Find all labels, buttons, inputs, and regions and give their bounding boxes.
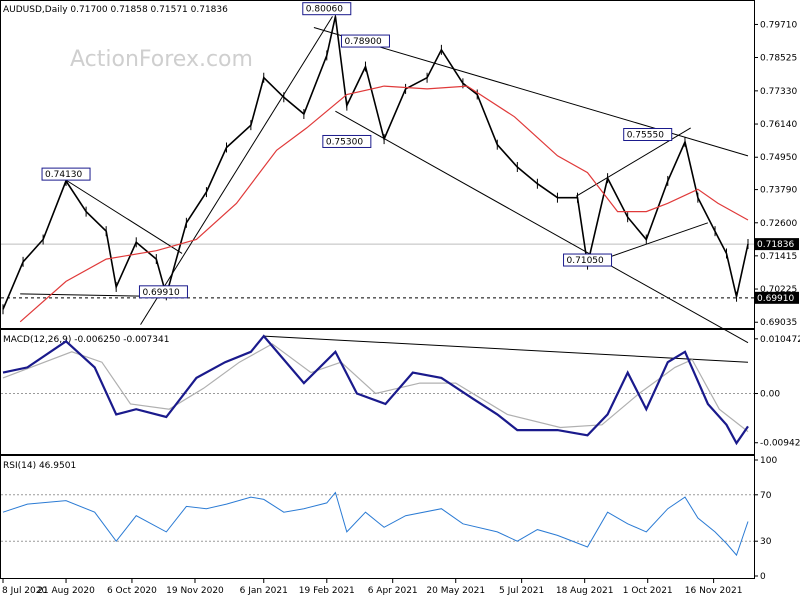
rsi-line (2, 491, 749, 557)
price-annotation-label: 0.74130 (45, 170, 82, 180)
rsi-y-tick-label: 70 (760, 491, 772, 501)
rsi-panel: RSI(14) 46.9501 100 70 30 0 (1, 456, 777, 582)
macd-signal-line (2, 343, 749, 433)
rsi-header: RSI(14) 46.9501 (3, 461, 76, 471)
price-annotation-label: 0.71050 (567, 256, 604, 266)
watermark-group: ActionForex.com (70, 47, 253, 72)
x-tick-label: 21 Aug 2020 (37, 586, 95, 596)
price-annotation: 0.71050 (563, 253, 613, 267)
main-trendline (335, 110, 749, 344)
price-annotation-box (138, 285, 188, 299)
main-y-tick-label: 0.74950 (760, 153, 797, 163)
main-panel: AUDUSD,Daily 0.71700 0.71858 0.71571 0.7… (1, 2, 799, 344)
price-annotation: 0.80060 (302, 2, 352, 16)
price-annotation-label: 0.78900 (344, 37, 381, 47)
price-annotation: 0.78900 (340, 34, 390, 48)
rsi-y-tick-label: 30 (760, 537, 772, 547)
price-annotation-box (41, 167, 91, 181)
x-tick-label: 5 Jul 2021 (499, 586, 544, 596)
price-annotation-label: 0.75550 (627, 131, 664, 141)
macd-panel-frame (0, 329, 755, 455)
main-y-tick-label: 0.77330 (760, 87, 797, 97)
support-tag: 0.69910 (755, 291, 799, 304)
rsi-panel-frame (0, 455, 755, 579)
price-annotation-box (322, 134, 372, 148)
price-annotation: 0.74130 (41, 167, 91, 181)
macd-y-tick-label: 0.00 (760, 390, 780, 400)
main-y-tick-label: 0.71415 (760, 252, 797, 262)
x-tick-label: 6 Jan 2021 (240, 586, 288, 596)
price-annotation-box (340, 34, 390, 48)
main-y-tick-label: 0.70225 (760, 285, 797, 295)
price-annotation-box (563, 253, 613, 267)
macd-trendline (263, 335, 749, 363)
x-tick-label: 18 Aug 2021 (556, 586, 614, 596)
price-annotation: 0.75550 (623, 128, 673, 141)
x-tick-label: 16 Nov 2021 (685, 586, 743, 596)
price-annotation: 0.75300 (322, 134, 372, 148)
main-y-tick-label: 0.69035 (760, 318, 797, 328)
price-annotation-label: 0.75300 (326, 137, 363, 147)
main-y-tick-label: 0.73790 (760, 186, 797, 196)
x-tick-label: 19 Nov 2020 (166, 586, 224, 596)
price-annotation-box (623, 128, 673, 141)
main-header: AUDUSD,Daily 0.71700 0.71858 0.71571 0.7… (3, 5, 228, 15)
support-tag-bg (755, 291, 799, 304)
last-price-tag: 0.71836 (755, 238, 799, 251)
x-tick-label: 8 Jul 2020 (2, 586, 47, 596)
watermark: ActionForex.com (70, 47, 253, 72)
macd-y-tick-label: 0.010472 (760, 335, 800, 345)
x-tick-label: 20 May 2021 (426, 586, 485, 596)
main-y-tick-label: 0.78525 (760, 54, 797, 64)
x-tick-label: 6 Apr 2021 (368, 586, 418, 596)
main-trendline (65, 179, 183, 254)
price-annotation-label: 0.69910 (142, 288, 179, 298)
moving-average-line (19, 85, 749, 323)
last-price-label: 0.71836 (757, 240, 794, 250)
macd-header: MACD(12,26,9) -0.006250 -0.007341 (3, 335, 169, 345)
price-annotation-label: 0.80060 (306, 5, 343, 15)
main-y-tick-label: 0.72600 (760, 219, 797, 229)
macd-main-line (2, 334, 749, 446)
price-annotation-box (302, 2, 352, 16)
macd-y-tick-label: -0.009426 (760, 439, 800, 449)
main-y-tick-label: 0.79710 (760, 20, 797, 30)
main-trendline (313, 27, 749, 157)
main-y-tick-label: 0.76140 (760, 120, 797, 130)
rsi-y-tick-label: 100 (760, 456, 777, 466)
x-tick-label: 19 Feb 2021 (299, 586, 355, 596)
last-price-tag-bg (755, 238, 799, 251)
main-panel-frame (0, 0, 755, 329)
macd-panel: MACD(12,26,9) -0.006250 -0.007341 0.0104… (1, 334, 800, 449)
support-tag-label: 0.69910 (757, 294, 794, 304)
rsi-y-tick-label: 0 (760, 572, 766, 582)
price-annotation: 0.69910 (138, 285, 188, 299)
x-tick-label: 1 Oct 2021 (623, 586, 673, 596)
x-tick-label: 6 Oct 2020 (107, 586, 157, 596)
